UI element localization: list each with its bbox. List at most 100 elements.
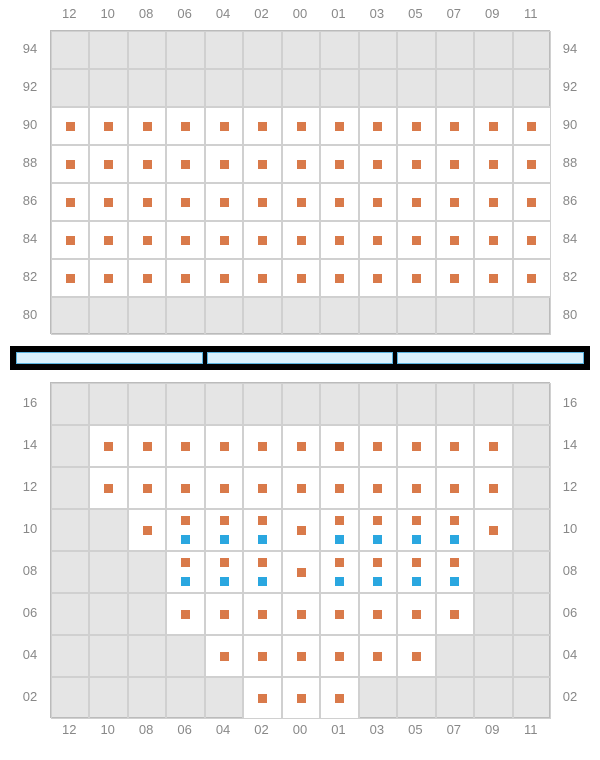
marker-blue[interactable] [258,577,267,586]
marker-orange[interactable] [412,198,421,207]
marker-blue[interactable] [335,577,344,586]
marker-orange[interactable] [297,652,306,661]
marker-orange[interactable] [412,484,421,493]
marker-blue[interactable] [373,535,382,544]
marker-orange[interactable] [335,198,344,207]
marker-orange[interactable] [335,122,344,131]
marker-orange[interactable] [104,236,113,245]
marker-orange[interactable] [450,558,459,567]
marker-orange[interactable] [258,236,267,245]
marker-orange[interactable] [143,160,152,169]
marker-orange[interactable] [450,198,459,207]
marker-orange[interactable] [104,274,113,283]
marker-orange[interactable] [220,652,229,661]
marker-orange[interactable] [143,236,152,245]
marker-orange[interactable] [527,236,536,245]
marker-blue[interactable] [373,577,382,586]
marker-orange[interactable] [450,274,459,283]
marker-orange[interactable] [258,160,267,169]
marker-orange[interactable] [297,122,306,131]
marker-orange[interactable] [143,122,152,131]
marker-orange[interactable] [412,516,421,525]
marker-orange[interactable] [258,274,267,283]
marker-orange[interactable] [450,610,459,619]
marker-orange[interactable] [335,236,344,245]
marker-orange[interactable] [527,198,536,207]
marker-orange[interactable] [181,442,190,451]
marker-orange[interactable] [412,236,421,245]
marker-orange[interactable] [297,526,306,535]
marker-orange[interactable] [297,694,306,703]
marker-orange[interactable] [143,274,152,283]
marker-orange[interactable] [181,516,190,525]
marker-orange[interactable] [104,198,113,207]
marker-orange[interactable] [104,122,113,131]
marker-orange[interactable] [220,558,229,567]
marker-orange[interactable] [181,610,190,619]
marker-orange[interactable] [297,484,306,493]
marker-blue[interactable] [220,577,229,586]
marker-orange[interactable] [181,160,190,169]
marker-orange[interactable] [297,274,306,283]
marker-orange[interactable] [181,274,190,283]
marker-orange[interactable] [297,442,306,451]
marker-orange[interactable] [220,442,229,451]
marker-orange[interactable] [258,610,267,619]
marker-orange[interactable] [527,274,536,283]
marker-orange[interactable] [373,442,382,451]
marker-orange[interactable] [66,160,75,169]
marker-blue[interactable] [258,535,267,544]
marker-orange[interactable] [450,484,459,493]
marker-blue[interactable] [412,577,421,586]
marker-orange[interactable] [143,442,152,451]
marker-blue[interactable] [181,535,190,544]
marker-orange[interactable] [335,274,344,283]
marker-blue[interactable] [450,535,459,544]
marker-orange[interactable] [220,274,229,283]
marker-orange[interactable] [450,516,459,525]
marker-orange[interactable] [297,198,306,207]
marker-orange[interactable] [412,160,421,169]
marker-orange[interactable] [373,160,382,169]
marker-blue[interactable] [412,535,421,544]
marker-orange[interactable] [335,652,344,661]
marker-orange[interactable] [489,160,498,169]
marker-orange[interactable] [258,652,267,661]
marker-orange[interactable] [373,484,382,493]
marker-orange[interactable] [143,198,152,207]
marker-orange[interactable] [66,274,75,283]
marker-orange[interactable] [220,516,229,525]
marker-orange[interactable] [220,198,229,207]
marker-orange[interactable] [450,122,459,131]
marker-orange[interactable] [258,198,267,207]
marker-orange[interactable] [489,236,498,245]
marker-orange[interactable] [335,516,344,525]
marker-orange[interactable] [450,160,459,169]
marker-orange[interactable] [258,516,267,525]
marker-orange[interactable] [220,484,229,493]
marker-orange[interactable] [373,198,382,207]
marker-orange[interactable] [181,122,190,131]
marker-orange[interactable] [373,236,382,245]
marker-orange[interactable] [489,274,498,283]
marker-orange[interactable] [335,442,344,451]
marker-orange[interactable] [66,236,75,245]
marker-orange[interactable] [373,610,382,619]
marker-orange[interactable] [104,484,113,493]
marker-blue[interactable] [181,577,190,586]
marker-orange[interactable] [258,558,267,567]
marker-orange[interactable] [297,160,306,169]
marker-orange[interactable] [104,160,113,169]
marker-orange[interactable] [489,198,498,207]
marker-blue[interactable] [220,535,229,544]
marker-orange[interactable] [450,236,459,245]
marker-orange[interactable] [489,526,498,535]
marker-orange[interactable] [181,484,190,493]
marker-orange[interactable] [104,442,113,451]
marker-orange[interactable] [373,558,382,567]
marker-orange[interactable] [66,122,75,131]
marker-orange[interactable] [335,610,344,619]
marker-orange[interactable] [181,198,190,207]
marker-orange[interactable] [412,558,421,567]
marker-orange[interactable] [450,442,459,451]
